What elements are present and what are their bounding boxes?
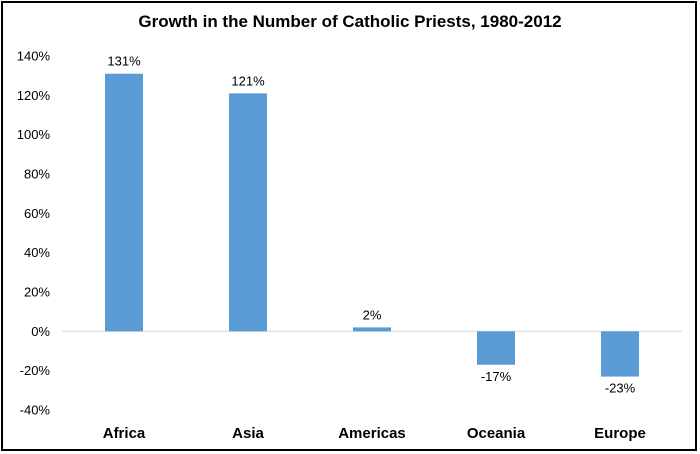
y-tick-label: 140% bbox=[17, 49, 51, 64]
chart-title: Growth in the Number of Catholic Priests… bbox=[138, 12, 562, 31]
category-label-oceania: Oceania bbox=[467, 425, 526, 442]
y-tick-label: 20% bbox=[24, 285, 50, 300]
bar-africa bbox=[105, 73, 143, 332]
category-label-asia: Asia bbox=[232, 425, 264, 442]
x-axis-categories: Africa Asia Americas Oceania Europe bbox=[103, 425, 646, 442]
y-tick-label: 120% bbox=[17, 88, 51, 103]
data-label-europe: -23% bbox=[605, 381, 636, 396]
y-tick-label: -40% bbox=[20, 403, 51, 418]
category-label-europe: Europe bbox=[594, 425, 646, 442]
bar-oceania bbox=[477, 331, 515, 365]
data-label-oceania: -17% bbox=[481, 369, 512, 384]
data-labels: 131% 121% 2% -17% -23% bbox=[107, 54, 635, 396]
y-axis-ticks: 140% 120% 100% 80% 60% 40% 20% 0% -20% -40% bbox=[17, 49, 51, 418]
y-tick-label: 80% bbox=[24, 167, 50, 182]
category-label-americas: Americas bbox=[338, 425, 406, 442]
data-label-africa: 131% bbox=[107, 54, 141, 69]
data-label-americas: 2% bbox=[363, 307, 382, 322]
data-label-asia: 121% bbox=[231, 73, 265, 88]
y-tick-label: 60% bbox=[24, 206, 50, 221]
y-tick-label: 0% bbox=[31, 324, 50, 339]
y-tick-label: 40% bbox=[24, 245, 50, 260]
y-tick-label: -20% bbox=[20, 363, 51, 378]
bars bbox=[105, 73, 639, 377]
bar-asia bbox=[229, 93, 267, 332]
y-tick-label: 100% bbox=[17, 127, 51, 142]
bar-europe bbox=[601, 331, 639, 377]
category-label-africa: Africa bbox=[103, 425, 146, 442]
bar-americas bbox=[353, 327, 391, 332]
